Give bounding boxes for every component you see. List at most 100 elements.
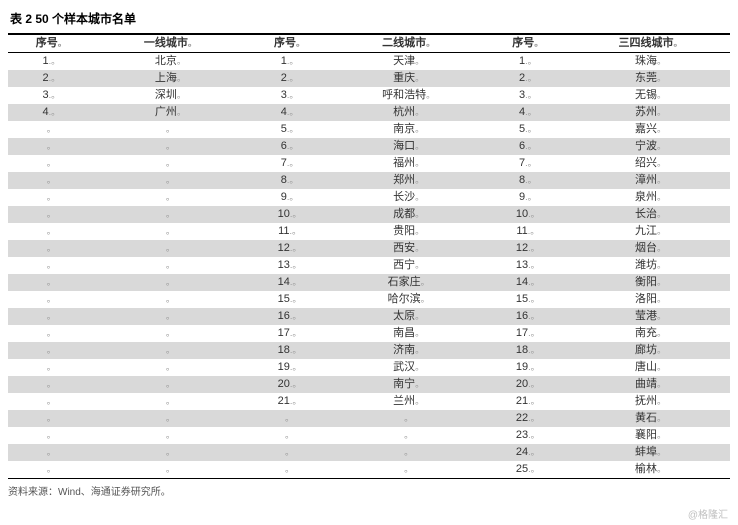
city-cell: 。: [95, 359, 247, 376]
table-row: 。。。。22.。黄石。: [8, 410, 730, 427]
table-row: 。。6.。海口。6.。宁波。: [8, 138, 730, 155]
city-cell: 烟台。: [571, 240, 730, 257]
city-cell: 呼和浩特。: [333, 87, 485, 104]
city-cell: 漳州。: [571, 172, 730, 189]
city-cell: 绍兴。: [571, 155, 730, 172]
index-cell: 3.。: [485, 87, 572, 104]
city-cell: 。: [95, 308, 247, 325]
city-cell: 。: [95, 410, 247, 427]
table-row: 。。9.。长沙。9.。泉州。: [8, 189, 730, 206]
table-row: 。。13.。西宁。13.。潍坊。: [8, 257, 730, 274]
index-cell: 1.。: [246, 53, 333, 70]
index-cell: 17.。: [246, 325, 333, 342]
city-cell: 。: [95, 257, 247, 274]
city-cell: 南宁。: [333, 376, 485, 393]
city-cell: 。: [95, 138, 247, 155]
city-cell: 。: [95, 121, 247, 138]
city-cell: 曲靖。: [571, 376, 730, 393]
city-cell: 北京。: [95, 53, 247, 70]
city-cell: 。: [95, 427, 247, 444]
city-cell: 黄石。: [571, 410, 730, 427]
index-cell: 23.。: [485, 427, 572, 444]
table-row: 1.。北京。1.。天津。1.。珠海。: [8, 53, 730, 70]
col-header: 一线城市。: [95, 35, 247, 52]
table-row: 。。7.。福州。7.。绍兴。: [8, 155, 730, 172]
index-cell: 6.。: [485, 138, 572, 155]
city-cell: 。: [95, 461, 247, 478]
table-row: 。。5.。南京。5.。嘉兴。: [8, 121, 730, 138]
city-cell: 。: [95, 206, 247, 223]
city-cell: 深圳。: [95, 87, 247, 104]
table-row: 。。18.。济南。18.。廊坊。: [8, 342, 730, 359]
city-cell: 廊坊。: [571, 342, 730, 359]
index-cell: 。: [246, 444, 333, 461]
index-cell: 14.。: [485, 274, 572, 291]
city-cell: 。: [95, 444, 247, 461]
index-cell: 17.。: [485, 325, 572, 342]
city-cell: 抚州。: [571, 393, 730, 410]
index-cell: 。: [246, 461, 333, 478]
index-cell: 19.。: [485, 359, 572, 376]
index-cell: 。: [8, 172, 95, 189]
index-cell: 16.。: [485, 308, 572, 325]
city-cell: 。: [95, 342, 247, 359]
city-cell: 。: [95, 274, 247, 291]
city-cell: 哈尔滨。: [333, 291, 485, 308]
city-cell: 苏州。: [571, 104, 730, 121]
city-cell: 天津。: [333, 53, 485, 70]
index-cell: 4.。: [485, 104, 572, 121]
table-row: 。。11.。贵阳。11.。九江。: [8, 223, 730, 240]
city-cell: 洛阳。: [571, 291, 730, 308]
city-cell: 南昌。: [333, 325, 485, 342]
index-cell: 6.。: [246, 138, 333, 155]
index-cell: 1.。: [8, 53, 95, 70]
index-cell: 11.。: [246, 223, 333, 240]
index-cell: 。: [8, 427, 95, 444]
table-row: 3.。深圳。3.。呼和浩特。3.。无锡。: [8, 87, 730, 104]
city-cell: 武汉。: [333, 359, 485, 376]
index-cell: 24.。: [485, 444, 572, 461]
index-cell: 4.。: [246, 104, 333, 121]
city-cell: 西宁。: [333, 257, 485, 274]
table-row: 。。20.。南宁。20.。曲靖。: [8, 376, 730, 393]
index-cell: 11.。: [485, 223, 572, 240]
index-cell: 。: [8, 376, 95, 393]
index-cell: 15.。: [246, 291, 333, 308]
index-cell: 19.。: [246, 359, 333, 376]
index-cell: 。: [8, 410, 95, 427]
city-cell: 东莞。: [571, 70, 730, 87]
source-text: 资料来源：Wind、海通证券研究所。: [8, 479, 730, 498]
city-cell: 成都。: [333, 206, 485, 223]
index-cell: 。: [246, 410, 333, 427]
col-header: 二线城市。: [333, 35, 485, 52]
city-cell: 九江。: [571, 223, 730, 240]
index-cell: 。: [8, 291, 95, 308]
table-row: 。。16.。太原。16.。莹港。: [8, 308, 730, 325]
city-cell: 长沙。: [333, 189, 485, 206]
index-cell: 12.。: [485, 240, 572, 257]
city-cell: 海口。: [333, 138, 485, 155]
index-cell: 21.。: [246, 393, 333, 410]
index-cell: 。: [246, 427, 333, 444]
col-header: 三四线城市。: [571, 35, 730, 52]
watermark: @格隆汇: [688, 506, 728, 521]
col-header: 序号。: [8, 35, 95, 52]
city-cell: 石家庄。: [333, 274, 485, 291]
city-cell: 唐山。: [571, 359, 730, 376]
city-cell: 。: [95, 240, 247, 257]
index-cell: 13.。: [485, 257, 572, 274]
city-cell: 嘉兴。: [571, 121, 730, 138]
index-cell: 8.。: [485, 172, 572, 189]
city-cell: 。: [333, 427, 485, 444]
index-cell: 1.。: [485, 53, 572, 70]
index-cell: 16.。: [246, 308, 333, 325]
sample-cities-table: 序号。一线城市。序号。二线城市。序号。三四线城市。: [8, 35, 730, 52]
index-cell: 。: [8, 257, 95, 274]
index-cell: 7.。: [246, 155, 333, 172]
table-row: 。。12.。西安。12.。烟台。: [8, 240, 730, 257]
city-cell: 南充。: [571, 325, 730, 342]
table-row: 。。10.。成都。10.。长治。: [8, 206, 730, 223]
index-cell: 20.。: [485, 376, 572, 393]
table-row: 。。21.。兰州。21.。抚州。: [8, 393, 730, 410]
index-cell: 。: [8, 155, 95, 172]
